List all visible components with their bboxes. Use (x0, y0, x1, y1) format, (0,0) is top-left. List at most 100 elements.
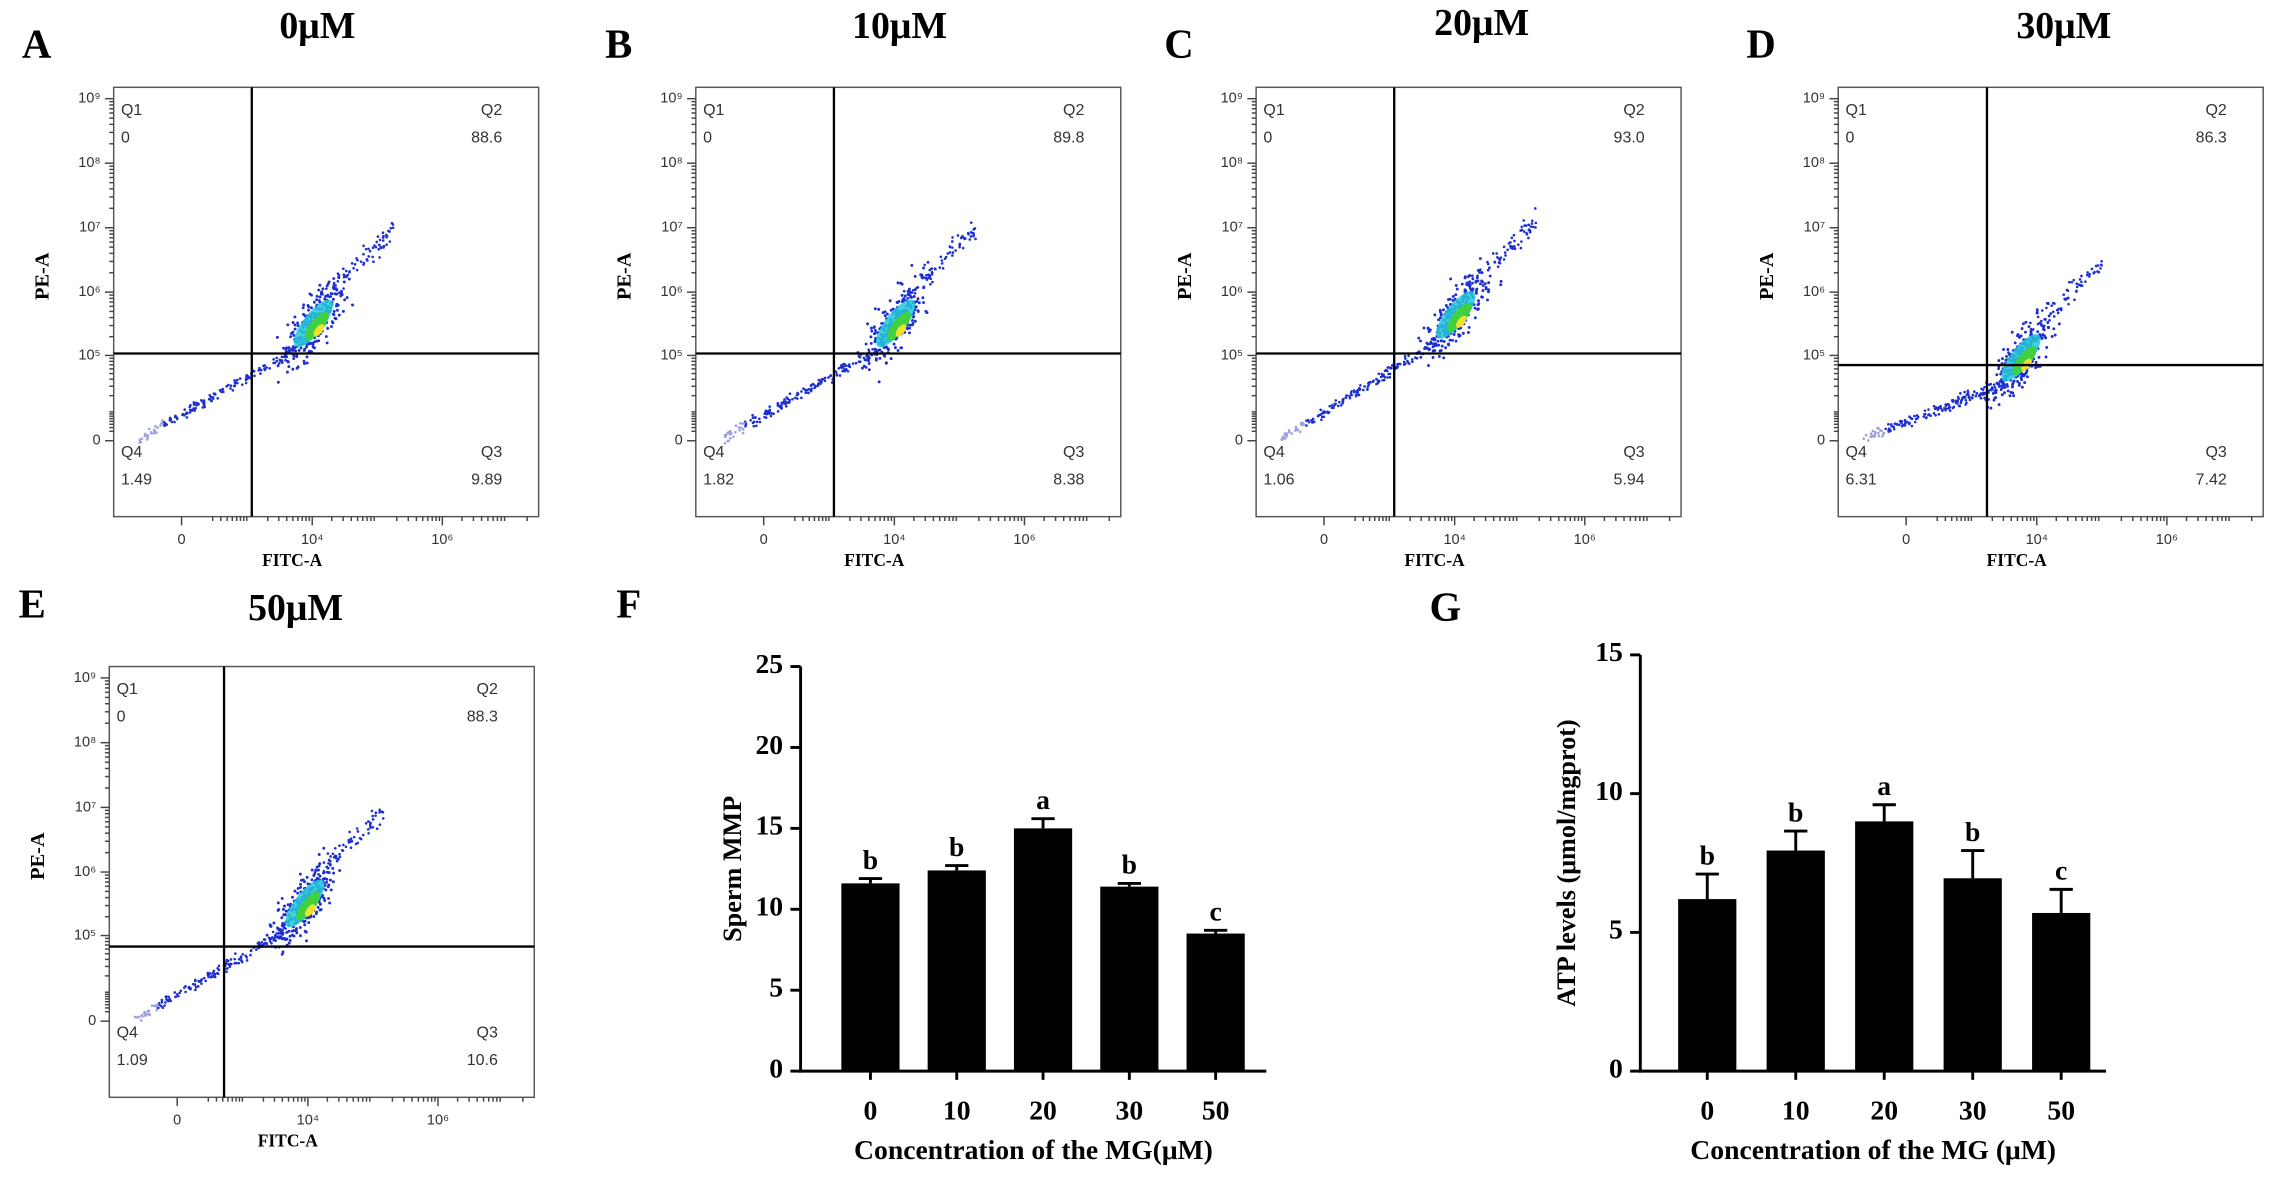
event-dot (751, 413, 754, 417)
event-dot (1437, 354, 1441, 358)
event-dot (282, 913, 286, 917)
event-dot (958, 242, 962, 246)
event-dot (1481, 280, 1484, 284)
event-dot (367, 831, 370, 835)
event-dot (884, 361, 888, 365)
event-dot (2037, 355, 2041, 359)
event-dot (951, 254, 954, 257)
event-dot (1495, 252, 1498, 255)
event-dot (323, 297, 327, 301)
event-dot (1995, 373, 1999, 377)
event-dot (1897, 423, 1901, 427)
event-dot (1902, 423, 1906, 427)
x-axis-label: Concentration of the MG(μM) (854, 1134, 1213, 1165)
event-dot (379, 245, 383, 249)
event-dot (1484, 285, 1488, 289)
event-dot (1320, 412, 1324, 415)
quadrant-value: 1.09 (117, 1052, 148, 1069)
event-dot (258, 942, 262, 946)
event-dot (1881, 432, 1885, 436)
event-dot (1320, 415, 1324, 419)
y-tick-label: 0 (675, 433, 683, 449)
quadrant-value: 7.42 (2196, 471, 2227, 488)
event-dot (329, 295, 332, 299)
significance-letter: b (1788, 796, 1803, 827)
quadrant-value: 0 (121, 129, 130, 146)
event-dot (2075, 282, 2079, 286)
event-dot (783, 398, 786, 401)
event-dot (1503, 251, 1507, 254)
event-dot (362, 261, 366, 265)
event-dot (185, 411, 189, 414)
event-dot (133, 1015, 137, 1019)
event-dot (755, 420, 759, 424)
event-dot (1404, 362, 1407, 366)
event-dot (343, 298, 347, 302)
event-dot (1423, 347, 1427, 351)
event-dot (382, 234, 385, 238)
bar (2032, 912, 2091, 1072)
event-dot (305, 355, 309, 359)
event-dot (226, 959, 230, 963)
event-dot (170, 420, 174, 424)
event-dot (275, 335, 279, 339)
event-dot (206, 973, 210, 977)
event-dot (763, 415, 766, 419)
density-core (296, 891, 321, 921)
event-dot (1383, 369, 1387, 373)
event-dot (280, 896, 284, 900)
x-tick-label: 0 (1902, 532, 1910, 548)
event-dot (331, 321, 335, 325)
y-tick-label: 10⁶ (661, 284, 683, 300)
event-dot (1432, 342, 1435, 346)
event-dot (2062, 293, 2066, 296)
event-dot (143, 1011, 147, 1014)
event-dot (320, 291, 323, 295)
event-dot (840, 364, 843, 367)
event-dot (1914, 417, 1918, 421)
event-dot (877, 380, 881, 384)
event-dot (800, 390, 803, 393)
event-dot (1471, 277, 1475, 280)
event-dot (838, 374, 842, 377)
panel-label: D (1746, 21, 1775, 66)
event-dot (327, 858, 331, 862)
event-dot (843, 362, 846, 366)
event-dot (1946, 402, 1950, 406)
event-dot (2067, 302, 2070, 306)
event-dot (1439, 348, 1443, 352)
event-dot (1934, 413, 1937, 417)
event-dot (1461, 331, 1465, 335)
event-dot (1463, 275, 1467, 279)
x-tick-label: 0 (178, 532, 186, 548)
event-dot (338, 869, 342, 872)
event-dot (1285, 432, 1289, 435)
event-dot (174, 995, 177, 999)
event-dot (322, 861, 326, 864)
event-dot (1433, 337, 1437, 341)
event-dot (907, 290, 911, 294)
event-dot (277, 362, 281, 365)
event-dot (1440, 344, 1444, 348)
event-dot (325, 881, 328, 884)
event-dot (817, 382, 820, 385)
event-dot (1377, 379, 1381, 383)
event-dot (1520, 228, 1524, 232)
event-dot (939, 255, 943, 259)
event-dot (309, 915, 313, 919)
event-dot (259, 372, 262, 375)
event-dot (1473, 306, 1477, 310)
event-dot (244, 378, 248, 382)
event-dot (381, 817, 385, 820)
panel-label: B (605, 21, 632, 66)
event-dot (1316, 414, 1320, 418)
y-tick-label: 10⁹ (78, 91, 100, 107)
y-tick-label: 15 (755, 810, 783, 841)
event-dot (788, 392, 792, 396)
y-tick-label: 10 (755, 891, 783, 922)
event-dot (252, 369, 256, 373)
event-dot (1341, 401, 1344, 405)
event-dot (961, 235, 965, 239)
event-dot (2008, 394, 2012, 398)
event-dot (883, 310, 887, 314)
